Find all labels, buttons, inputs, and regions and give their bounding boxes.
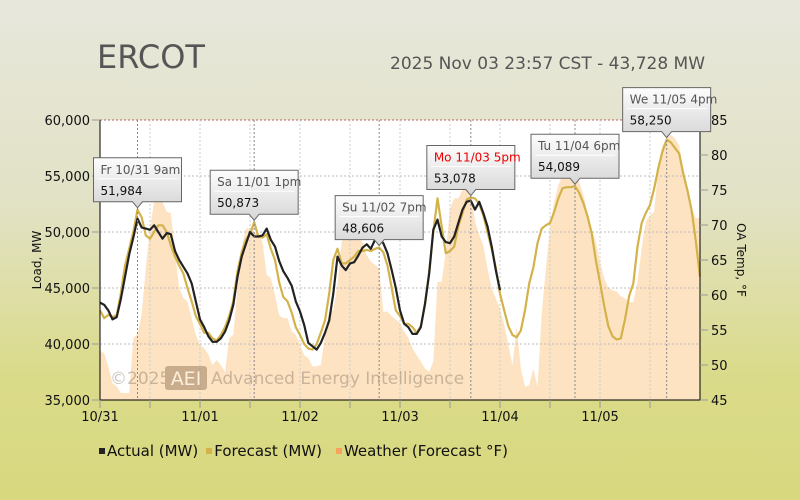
legend-label: Forecast (MW): [214, 442, 322, 460]
legend-label: Weather (Forecast °F): [343, 442, 508, 460]
y2-tick-label: 80: [711, 149, 728, 164]
legend-swatch: [335, 448, 342, 454]
forecast-line: [99, 138, 702, 351]
tooltip-value: 53,078: [434, 172, 476, 186]
y-tick-label: 35,000: [45, 394, 91, 409]
x-tick-label: 11/01: [181, 410, 218, 425]
y2-tick-label: 70: [711, 219, 728, 234]
y-tick-label: 60,000: [45, 114, 91, 129]
aei-logo: [165, 366, 207, 390]
y2-tick-label: 55: [711, 324, 728, 339]
x-tick-label: 11/05: [581, 410, 618, 425]
legend-item-actual[interactable]: Actual (MW): [99, 442, 198, 460]
x-tick-label: 11/02: [281, 410, 318, 425]
y-tick-label: 45,000: [45, 282, 91, 297]
y2-tick-label: 75: [711, 184, 728, 199]
page-title: ERCOT: [97, 38, 205, 76]
watermark-copyright: ©2025: [110, 369, 170, 389]
y2-tick-label: 65: [711, 254, 728, 269]
tooltip-value: 50,873: [217, 196, 259, 210]
x-tick-label: 11/03: [381, 410, 418, 425]
y-tick-label: 50,000: [45, 226, 91, 241]
y-tick-label: 40,000: [45, 338, 91, 353]
legend-label: Actual (MW): [107, 442, 199, 460]
tooltip-value: 48,606: [342, 222, 384, 236]
tooltip-box: [209, 169, 299, 222]
tooltip-time: We 11/05 4pm: [630, 93, 718, 107]
aei-logo-text: AEI: [171, 368, 202, 390]
y-axis-title: Load, MW: [30, 231, 44, 290]
x-tick-label: 10/31: [81, 410, 118, 425]
tooltip-box: [334, 195, 424, 247]
legend-item-forecast[interactable]: Forecast (MW): [206, 442, 322, 460]
annotation-tooltip: We 11/05 4pm 58,250: [622, 87, 718, 139]
x-tick-label: 11/04: [481, 410, 518, 425]
tooltip-box: [530, 133, 620, 185]
annotation-tooltip: Tu 11/04 6pm 54,089: [530, 133, 620, 185]
annotation-tooltip: Su 11/02 7pm 48,606: [334, 195, 427, 247]
actual-line: [99, 199, 502, 351]
tooltip-time: Fr 10/31 9am: [101, 163, 181, 177]
annotation-tooltip: Mo 11/03 5pm 53,078: [426, 145, 521, 197]
y2-tick-label: 60: [711, 289, 728, 304]
y2-axis-title: OA Temp, °F: [734, 223, 748, 297]
legend-item-weather[interactable]: Weather (Forecast °F): [330, 442, 508, 460]
y-tick-label: 55,000: [45, 170, 91, 185]
tooltip-time: Tu 11/04 6pm: [537, 139, 620, 153]
y2-tick-label: 50: [711, 359, 728, 374]
watermark: ©2025 AEI Advanced Energy Intelligence: [110, 366, 464, 390]
tooltip-time: Mo 11/03 5pm: [434, 151, 521, 165]
tooltip-box: [93, 157, 182, 209]
watermark-company: Advanced Energy Intelligence: [211, 369, 464, 389]
tooltip-box: [622, 87, 712, 139]
annotation-tooltip: Sa 11/01 1pm 50,873: [209, 169, 301, 222]
tooltip-value: 58,250: [630, 114, 672, 128]
tooltip-time: Sa 11/01 1pm: [217, 175, 301, 189]
legend: Actual (MW) Forecast (MW) Weather (Forec…: [99, 442, 508, 460]
annotation-tooltip: Fr 10/31 9am 51,984: [93, 157, 182, 209]
tooltip-time: Su 11/02 7pm: [342, 201, 426, 215]
legend-swatch: [99, 448, 105, 454]
status-readout: 2025 Nov 03 23:57 CST - 43,728 MW: [390, 54, 706, 74]
tooltip-value: 54,089: [538, 160, 580, 174]
y2-tick-label: 85: [711, 114, 728, 129]
tooltip-box: [426, 145, 516, 197]
tooltip-value: 51,984: [101, 184, 143, 198]
legend-swatch: [206, 448, 213, 454]
y2-tick-label: 45: [711, 394, 728, 409]
